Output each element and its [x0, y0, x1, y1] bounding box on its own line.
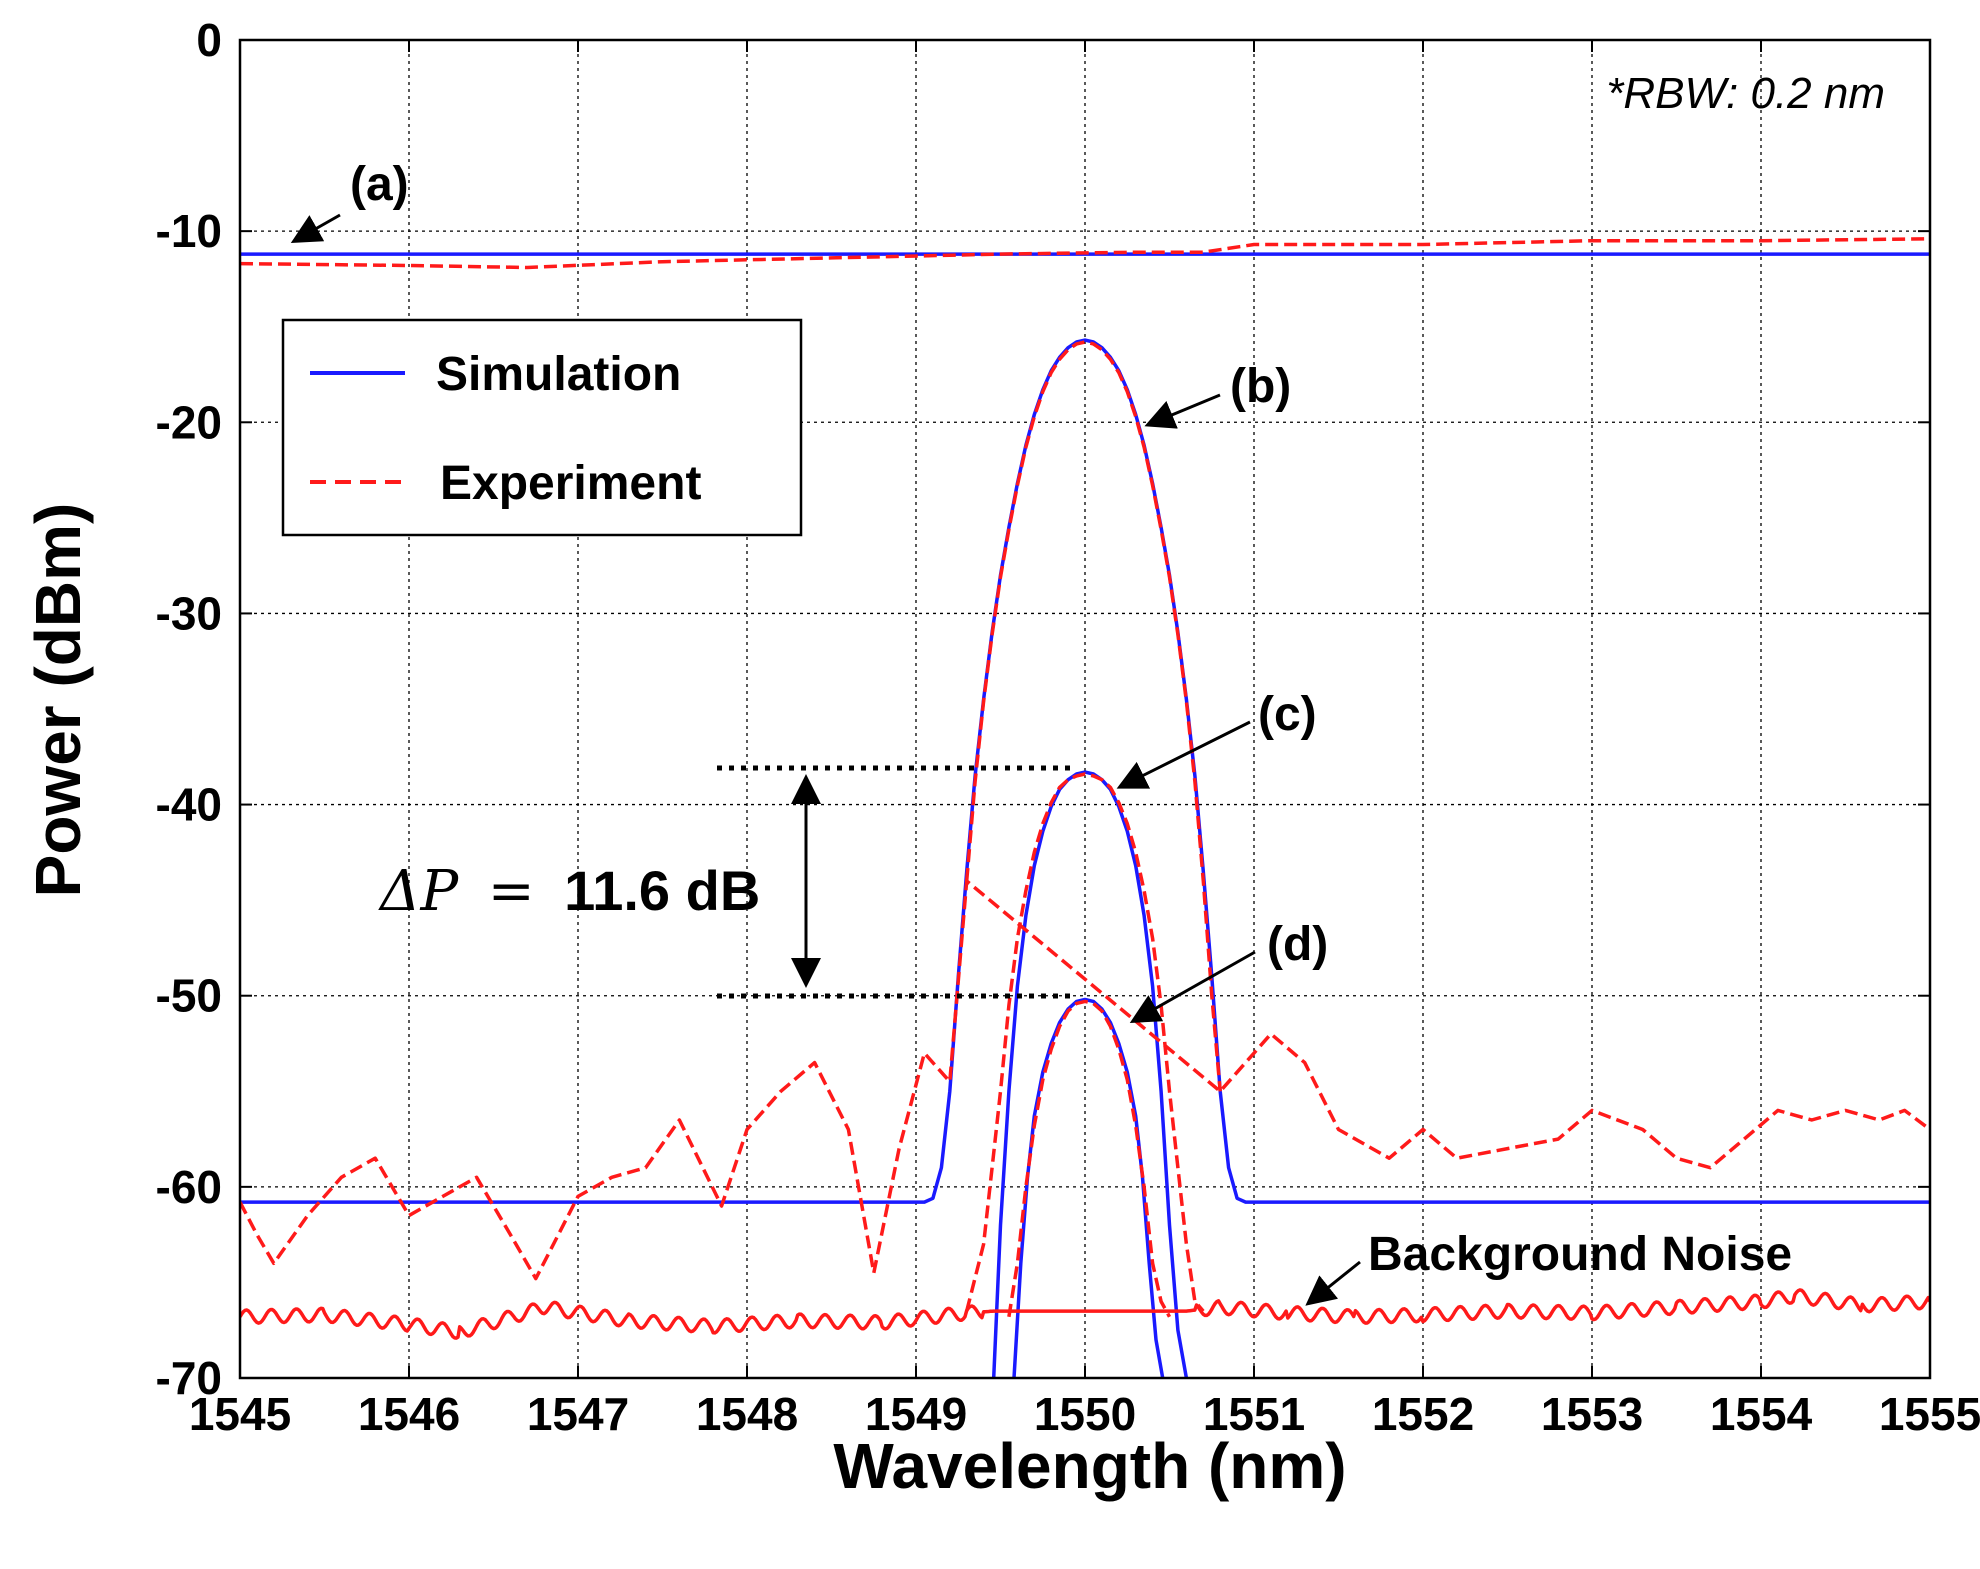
x-tick-label: 1545: [189, 1388, 291, 1440]
legend-box: [281, 318, 803, 537]
series-experiment-b: [964, 340, 1222, 1092]
x-tick-label: 1555: [1879, 1388, 1980, 1440]
axis-ticks: 1545 1546 1547 1548 1549 1550 1551 1552 1553 1554…: [156, 14, 1980, 1440]
rbw-note: *RBW: 0.2 nm: [1606, 69, 1885, 118]
legend: Simulation Experiment: [281, 318, 803, 537]
x-tick-label: 1549: [865, 1388, 967, 1440]
data-series: [240, 237, 1930, 1378]
y-tick-label: -40: [156, 779, 222, 831]
series-experiment-ase: [240, 879, 1930, 1281]
grid-lines: [240, 40, 1930, 1378]
x-tick-label: 1548: [696, 1388, 798, 1440]
y-tick-label: -20: [156, 396, 222, 448]
y-tick-label: -30: [156, 587, 222, 639]
y-tick-label: -50: [156, 970, 222, 1022]
y-tick-label: -70: [156, 1352, 222, 1404]
series-experiment-d: [1007, 999, 1172, 1318]
series-experiment-c: [965, 772, 1205, 1313]
arrow-a: [290, 213, 341, 243]
label-c: (c): [1258, 688, 1317, 741]
series-background-noise: [240, 1288, 1930, 1340]
x-tick-label: 1553: [1541, 1388, 1643, 1440]
x-tick-label: 1547: [527, 1388, 629, 1440]
y-tick-label: -10: [156, 205, 222, 257]
arrow-b: [1144, 393, 1221, 429]
y-axis-label: Power (dBm): [22, 503, 94, 898]
x-tick-label: 1554: [1710, 1388, 1813, 1440]
arrow-c: [1116, 720, 1251, 789]
arrow-d: [1129, 950, 1256, 1023]
label-a: (a): [350, 158, 409, 211]
label-b: (b): [1230, 360, 1291, 413]
series-experiment-a: [240, 237, 1930, 270]
legend-experiment-label: Experiment: [440, 457, 701, 510]
label-background-noise: Background Noise: [1368, 1228, 1792, 1281]
x-axis-label: Wavelength (nm): [833, 1430, 1346, 1502]
y-tick-label: 0: [196, 14, 222, 66]
delta-p-value: 11.6 dB: [564, 859, 760, 922]
legend-simulation-label: Simulation: [436, 348, 681, 401]
arrow-background-noise: [1305, 1260, 1361, 1306]
y-tick-label: -60: [156, 1161, 222, 1213]
x-tick-label: 1550: [1034, 1388, 1136, 1440]
delta-p-equals: =: [488, 859, 535, 924]
delta-p-label: ΔP = 11.6 dB: [378, 859, 760, 924]
x-tick-label: 1546: [358, 1388, 460, 1440]
delta-p-symbol: ΔP: [378, 859, 459, 924]
x-tick-label: 1551: [1203, 1388, 1305, 1440]
label-d: (d): [1267, 918, 1328, 971]
x-tick-label: 1552: [1372, 1388, 1474, 1440]
